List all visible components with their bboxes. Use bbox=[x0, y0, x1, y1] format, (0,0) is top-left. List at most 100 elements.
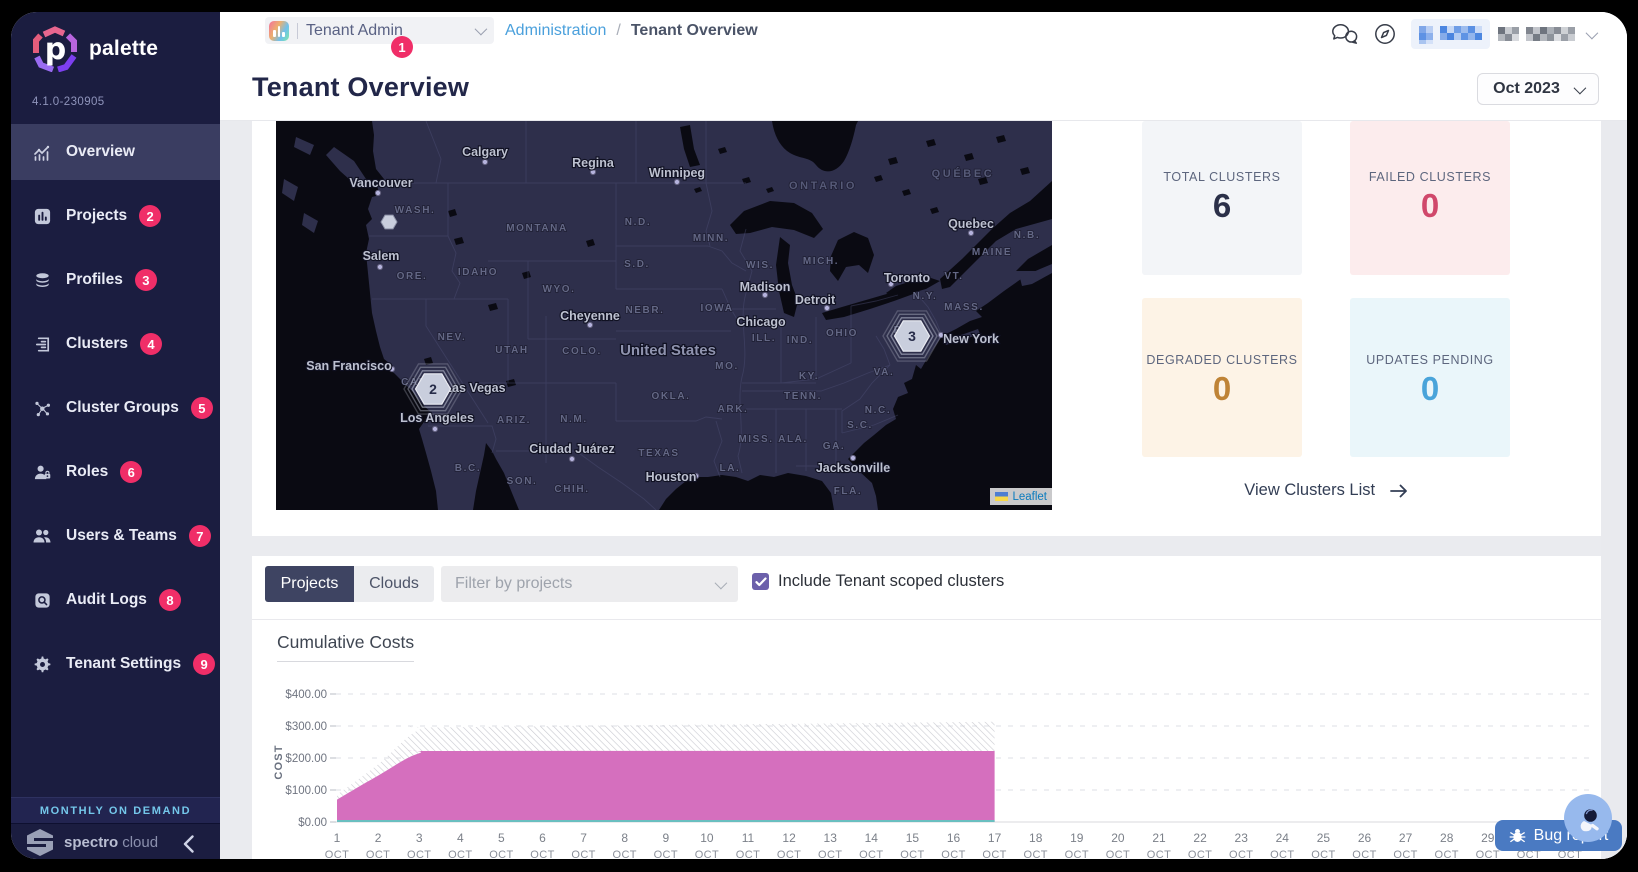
sidebar-collapse-icon[interactable] bbox=[183, 835, 194, 858]
map-cluster-marker[interactable]: 2 bbox=[403, 363, 463, 415]
map-city-dot bbox=[374, 189, 382, 197]
sidebar: p palette 4.1.0-230905 Overview bbox=[11, 12, 220, 859]
sidebar-item-tenant-settings[interactable]: Tenant Settings 9 bbox=[11, 636, 220, 692]
stat-failed-clusters: FAILED CLUSTERS 0 bbox=[1350, 121, 1510, 275]
tour-badge: 2 bbox=[139, 205, 162, 227]
project-scope-selector[interactable]: Tenant Admin bbox=[265, 17, 494, 44]
chart-ytick: $0.00 bbox=[298, 817, 327, 829]
palette-logo-icon: p bbox=[33, 26, 77, 72]
chart-xtick-day: 5 bbox=[498, 831, 505, 845]
map-city-dot bbox=[692, 472, 700, 480]
chart-xtick-month: OCT bbox=[1147, 849, 1171, 859]
tab-clouds[interactable]: Clouds bbox=[354, 566, 434, 602]
profiles-icon bbox=[32, 270, 52, 290]
chart-xtick-day: 27 bbox=[1399, 831, 1413, 845]
map-city-label: Madison bbox=[740, 280, 791, 294]
sidebar-item-label: Audit Logs bbox=[66, 591, 147, 608]
brand-name: palette bbox=[89, 37, 159, 60]
chart-xtick-month: OCT bbox=[530, 849, 554, 859]
map-city-dot bbox=[967, 229, 975, 237]
chart-xtick-day: 4 bbox=[457, 831, 464, 845]
map-state-label: NEBR. bbox=[625, 305, 664, 316]
sidebar-item-users-teams[interactable]: Users & Teams 7 bbox=[11, 508, 220, 564]
tab-projects[interactable]: Projects bbox=[265, 566, 354, 602]
map-attribution[interactable]: Leaflet bbox=[990, 488, 1052, 505]
chart-area-projected-cost bbox=[337, 721, 995, 800]
tour-badge: 3 bbox=[134, 269, 157, 291]
map-state-label: OKLA. bbox=[651, 391, 690, 402]
tenant-scoped-checkbox-label: Include Tenant scoped clusters bbox=[778, 572, 1005, 590]
sidebar-item-clusters[interactable]: Clusters 4 bbox=[11, 316, 220, 372]
sidebar-item-label: Profiles bbox=[66, 271, 123, 288]
map-state-label: IOWA bbox=[700, 303, 733, 314]
cloud-text: cloud bbox=[122, 833, 159, 851]
chart-xtick-month: OCT bbox=[1023, 849, 1047, 859]
feedback-chat-icon[interactable] bbox=[1331, 22, 1359, 46]
map-state-label: VT. bbox=[944, 271, 963, 282]
assistant-button[interactable] bbox=[1564, 794, 1612, 842]
map-marker-small[interactable] bbox=[380, 214, 398, 230]
chart-xtick-month: OCT bbox=[1517, 849, 1541, 859]
user-chevron-down-icon[interactable] bbox=[1585, 26, 1599, 39]
sidebar-item-projects[interactable]: Projects 2 bbox=[11, 188, 220, 244]
clusters-map[interactable]: WASH. MONTANA N.D. MINN. ORE. IDAHO S.D. WIS. MI… bbox=[276, 121, 1052, 510]
chart-xtick-day: 16 bbox=[947, 831, 961, 845]
audit-logs-icon bbox=[32, 590, 52, 610]
sidebar-item-label: Projects bbox=[66, 207, 128, 224]
app-window: p palette 4.1.0-230905 Overview bbox=[11, 12, 1627, 859]
astronaut-icon bbox=[1580, 809, 1599, 832]
map-city-dot bbox=[388, 365, 396, 373]
map-state-label: WYO. bbox=[542, 284, 575, 295]
map-labels: WASH. MONTANA N.D. MINN. ORE. IDAHO S.D. WIS. MI… bbox=[305, 144, 1039, 498]
breadcrumb-administration[interactable]: Administration bbox=[505, 22, 607, 39]
sidebar-item-roles[interactable]: Roles 6 bbox=[11, 444, 220, 500]
map-city-dot bbox=[376, 263, 384, 271]
divider bbox=[252, 619, 1601, 620]
stat-label: UPDATES PENDING bbox=[1366, 353, 1494, 367]
stat-value: 0 bbox=[1420, 370, 1440, 407]
chart-xtick-month: OCT bbox=[900, 849, 924, 859]
tenant-scoped-checkbox[interactable] bbox=[752, 573, 769, 590]
sidebar-item-audit-logs[interactable]: Audit Logs 8 bbox=[11, 572, 220, 628]
chart-xtick-month: OCT bbox=[982, 849, 1006, 859]
chart-xtick-month: OCT bbox=[1188, 849, 1212, 859]
chart-ytick: $200.00 bbox=[285, 753, 327, 765]
chart-xtick-month: OCT bbox=[695, 849, 719, 859]
filter-by-projects-select[interactable]: Filter by projects bbox=[441, 566, 738, 602]
view-clusters-list-link[interactable]: View Clusters List bbox=[1142, 481, 1510, 500]
sidebar-item-profiles[interactable]: Profiles 3 bbox=[11, 252, 220, 308]
chart-xtick-day: 10 bbox=[700, 831, 714, 845]
chart-xtick-month: OCT bbox=[1106, 849, 1130, 859]
breadcrumb-current: Tenant Overview bbox=[630, 22, 758, 39]
map-state-label: COLO. bbox=[562, 346, 602, 357]
chart-xtick-day: 2 bbox=[375, 831, 382, 845]
user-menu-redacted[interactable] bbox=[1498, 26, 1578, 42]
map-city-label: Los Angeles bbox=[400, 411, 474, 425]
chart-xtick-day: 29 bbox=[1481, 831, 1495, 845]
chart-xtick-day: 15 bbox=[906, 831, 920, 845]
map-cluster-marker[interactable]: 3 bbox=[882, 310, 942, 362]
chart-xtick-month: OCT bbox=[1229, 849, 1253, 859]
vertical-scrollbar[interactable] bbox=[1601, 121, 1627, 859]
map-state-label: KY. bbox=[799, 371, 819, 382]
arrow-right-icon bbox=[1389, 484, 1407, 498]
sidebar-item-label: Overview bbox=[66, 143, 135, 160]
explore-compass-icon[interactable] bbox=[1373, 22, 1397, 46]
map-state-label: S.D. bbox=[624, 259, 650, 270]
chart-xtick-day: 3 bbox=[416, 831, 423, 845]
month-selector-value: Oct 2023 bbox=[1493, 80, 1560, 97]
chart-xtick-month: OCT bbox=[489, 849, 513, 859]
chart-xtick-day: 12 bbox=[782, 831, 796, 845]
filter-placeholder: Filter by projects bbox=[455, 575, 573, 592]
sidebar-item-overview[interactable]: Overview bbox=[11, 124, 220, 180]
sidebar-item-cluster-groups[interactable]: Cluster Groups 5 bbox=[11, 380, 220, 436]
docs-button-redacted[interactable] bbox=[1411, 19, 1490, 49]
map-city-dot bbox=[673, 178, 681, 186]
map-state-label: IDAHO bbox=[458, 267, 498, 278]
chart-xtick-month: OCT bbox=[407, 849, 431, 859]
chart-ylabel: COST bbox=[273, 744, 285, 779]
month-selector[interactable]: Oct 2023 bbox=[1477, 73, 1599, 105]
chart-xtick-day: 23 bbox=[1235, 831, 1249, 845]
map-city-dot bbox=[431, 425, 439, 433]
chart-xtick-day: 24 bbox=[1276, 831, 1290, 845]
